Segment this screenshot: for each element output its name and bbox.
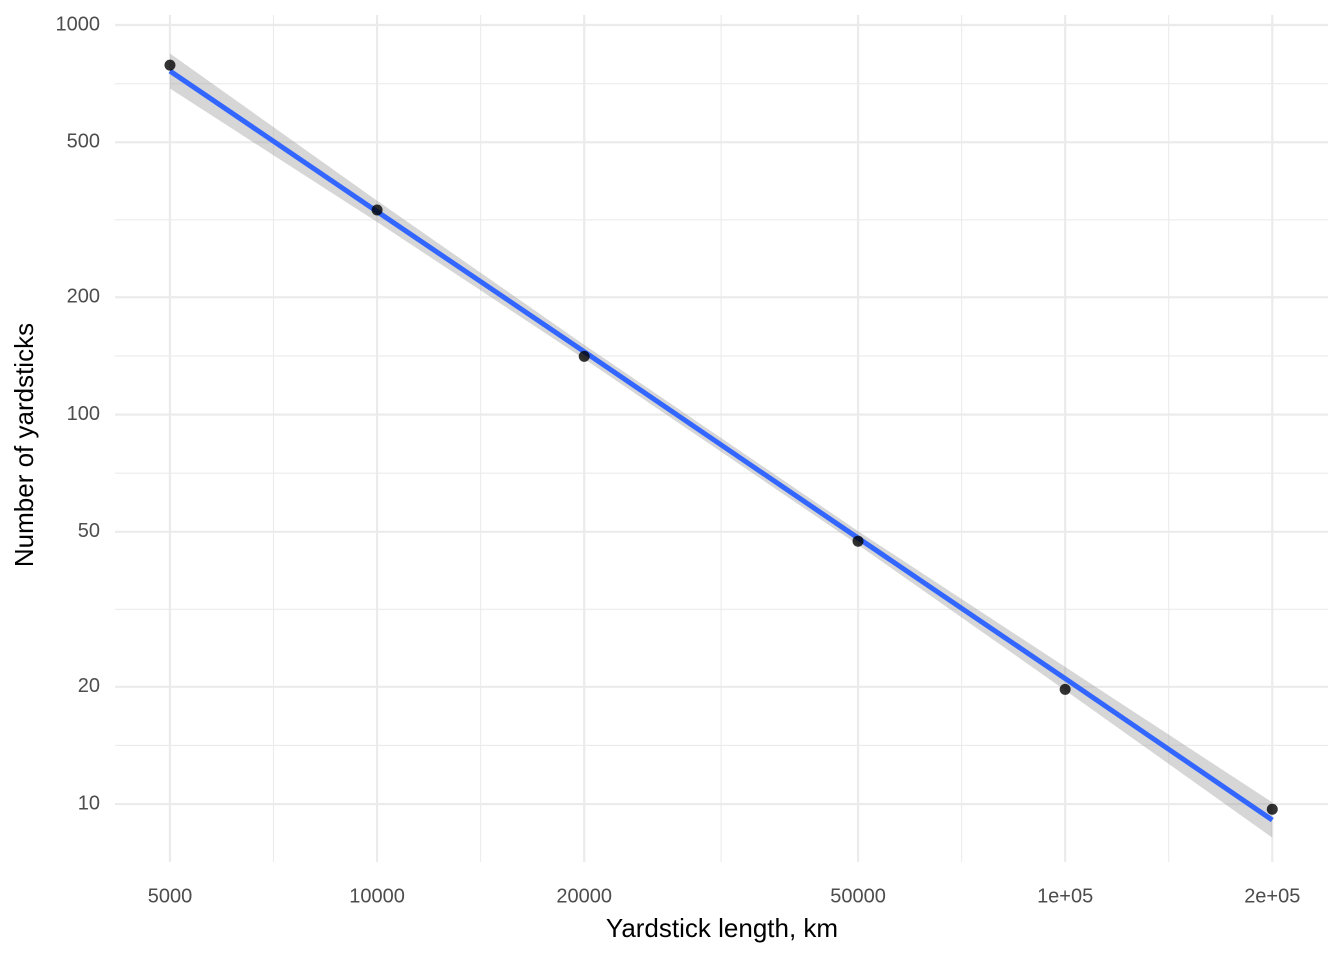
- data-point: [1059, 683, 1071, 695]
- y-tick-label: 500: [67, 131, 100, 153]
- y-tick-label: 50: [78, 520, 100, 542]
- y-tick-label: 10: [78, 792, 100, 814]
- x-tick-label: 10000: [349, 885, 405, 907]
- x-axis-title: Yardstick length, km: [606, 913, 838, 943]
- y-tick-label: 100: [67, 403, 100, 425]
- x-tick-label: 20000: [556, 885, 612, 907]
- x-tick-label: 2e+05: [1244, 885, 1300, 907]
- y-tick-label: 20: [78, 675, 100, 697]
- x-tick-label: 50000: [830, 885, 886, 907]
- x-tick-label: 1e+05: [1037, 885, 1093, 907]
- data-point: [371, 204, 383, 216]
- x-tick-label: 5000: [148, 885, 193, 907]
- fit-line: [168, 68, 1274, 823]
- y-tick-label: 200: [67, 286, 100, 308]
- data-point: [578, 350, 590, 362]
- data-point: [852, 535, 864, 547]
- data-point: [1266, 803, 1278, 815]
- y-axis-title: Number of yardsticks: [9, 323, 39, 567]
- data-point: [164, 59, 176, 71]
- y-tick-label: 1000: [56, 13, 101, 35]
